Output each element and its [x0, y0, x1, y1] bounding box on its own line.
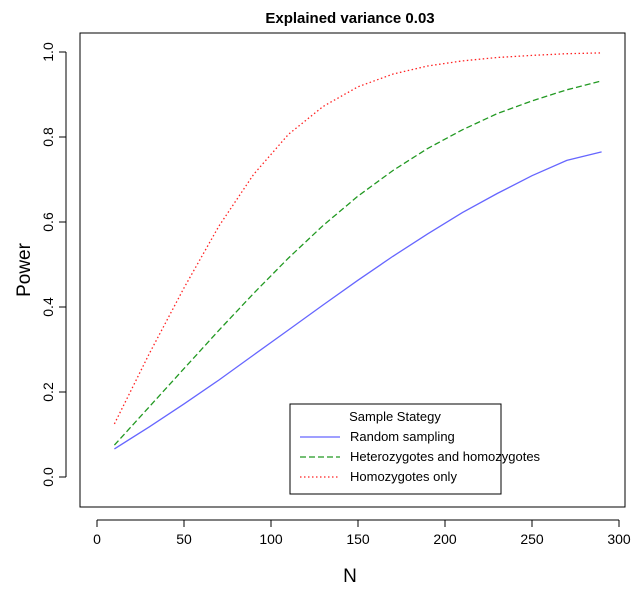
- x-tick-label: 300: [607, 531, 631, 547]
- x-tick-label: 150: [346, 531, 370, 547]
- plot-frame: [79, 32, 626, 508]
- y-tick-label: 0.2: [40, 382, 56, 402]
- x-tick-label: 0: [93, 531, 101, 547]
- y-tick-label: 0.8: [40, 127, 56, 147]
- x-tick-label: 200: [433, 531, 457, 547]
- x-axis-title: N: [343, 566, 357, 587]
- x-tick-label: 100: [259, 531, 283, 547]
- y-tick-label: 0.4: [40, 297, 56, 317]
- y-tick-label: 1.0: [40, 42, 56, 62]
- chart-title: Explained variance 0.03: [265, 10, 434, 27]
- series-line-1: [114, 151, 602, 450]
- y-axis-title: Power: [14, 242, 35, 297]
- legend-box: [289, 403, 502, 495]
- y-tick-label: 0.6: [40, 212, 56, 232]
- y-tick-label: 0.0: [40, 467, 56, 487]
- x-tick-label: 50: [176, 531, 192, 547]
- legend-label-1: Random sampling: [350, 429, 455, 444]
- legend-label-2: Heterozygotes and homozygotes: [350, 449, 541, 464]
- legend-label-3: Homozygotes only: [350, 469, 457, 484]
- series-lines: [113, 52, 602, 450]
- x-axis: 0 50 100 150 200 250 300: [93, 519, 631, 547]
- series-line-3: [113, 52, 602, 425]
- legend-title: Sample Stategy: [349, 409, 441, 424]
- legend: Sample Stategy Random sampling Heterozygo…: [289, 403, 541, 495]
- x-tick-label: 250: [520, 531, 544, 547]
- series-line-2: [113, 80, 602, 446]
- y-axis: 0.0 0.2 0.4 0.6 0.8 1.0: [40, 42, 67, 487]
